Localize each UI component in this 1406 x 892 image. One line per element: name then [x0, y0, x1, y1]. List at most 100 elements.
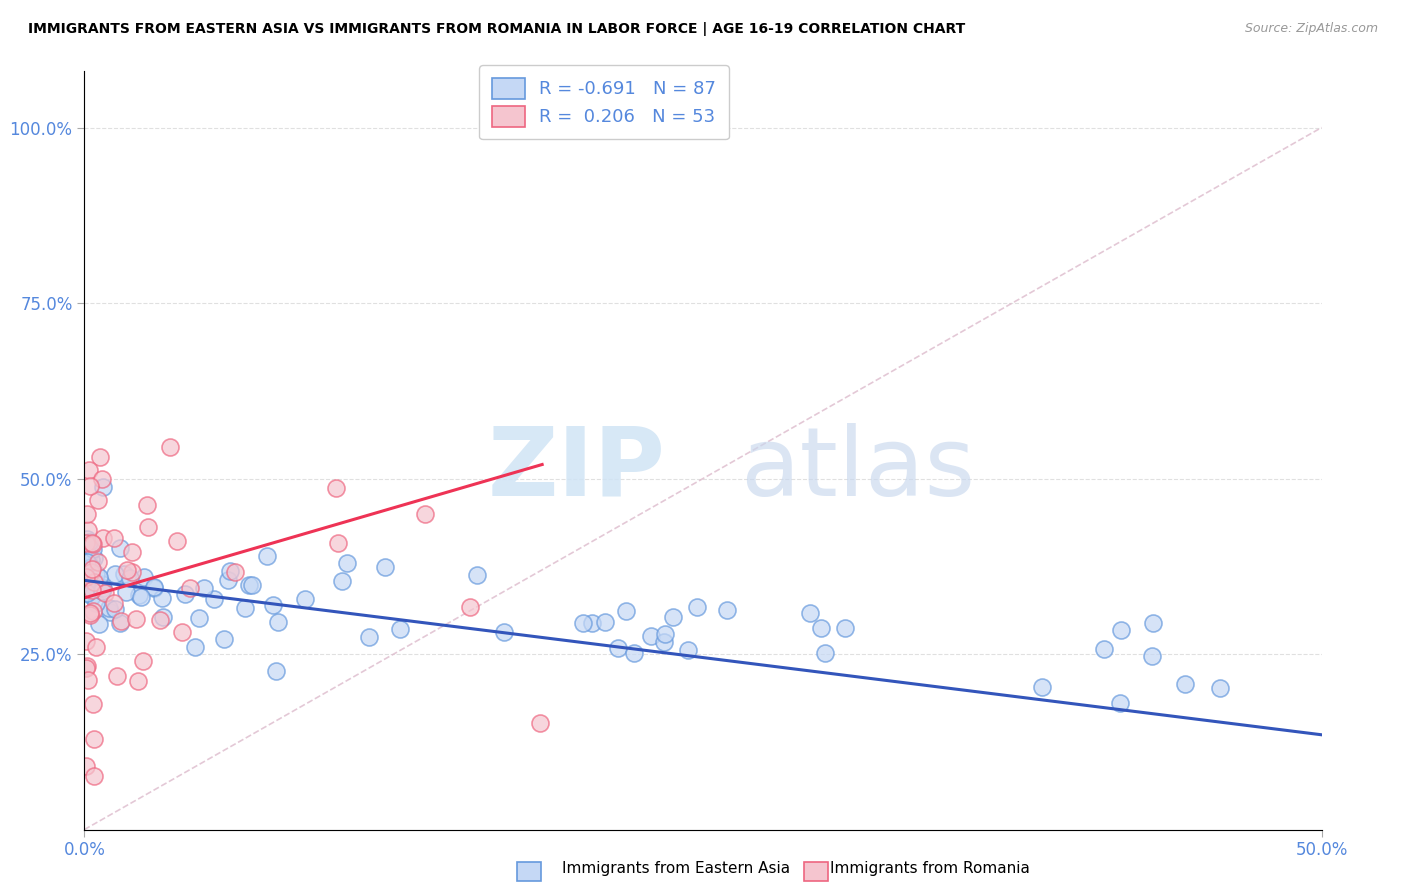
Point [100, 605, 122, 619]
Point [1140, 649, 1163, 664]
Point [685, 599, 707, 614]
Point [91, 480, 114, 494]
Point [83, 769, 105, 783]
Point [166, 534, 188, 549]
Point [112, 567, 135, 582]
Point [91, 583, 114, 598]
Point [572, 615, 595, 630]
Point [79, 607, 101, 622]
Point [623, 646, 645, 660]
Point [152, 610, 174, 624]
Text: Immigrants from Romania: Immigrants from Romania [830, 861, 1029, 876]
Point [104, 567, 127, 582]
Point [79, 607, 101, 621]
Point [77, 535, 100, 549]
Point [238, 577, 260, 591]
Point [593, 615, 616, 630]
Point [108, 616, 131, 631]
Point [616, 604, 638, 618]
Point [294, 592, 316, 607]
Point [77, 549, 100, 563]
Point [202, 591, 225, 606]
Point [117, 563, 139, 577]
Point [83, 574, 105, 589]
Point [460, 600, 482, 615]
Point [150, 591, 173, 605]
Point [640, 629, 662, 643]
Point [529, 716, 551, 731]
Point [75, 759, 97, 773]
Point [83, 731, 105, 746]
Point [814, 646, 837, 660]
Point [82, 535, 104, 549]
Point [136, 498, 159, 512]
Point [326, 535, 349, 549]
Point [217, 573, 239, 587]
Point [103, 596, 125, 610]
Point [76, 673, 98, 687]
Point [120, 571, 142, 585]
Point [233, 600, 256, 615]
Point [82, 537, 104, 551]
Point [1109, 624, 1132, 638]
Point [80, 559, 103, 574]
Point [84, 597, 107, 611]
Point [1142, 616, 1164, 631]
Point [142, 580, 165, 594]
Point [1031, 680, 1053, 694]
Point [91, 531, 114, 545]
Point [224, 566, 246, 580]
Point [77, 463, 100, 477]
Point [76, 555, 98, 569]
Point [159, 440, 181, 454]
Point [172, 625, 194, 640]
Point [136, 520, 159, 534]
Point [75, 536, 97, 550]
Point [80, 565, 103, 579]
Point [91, 577, 114, 591]
Point [82, 541, 104, 556]
Point [76, 585, 98, 599]
Point [607, 641, 630, 656]
Point [77, 524, 100, 538]
Text: atlas: atlas [740, 423, 976, 516]
Point [115, 585, 138, 599]
Point [188, 611, 211, 625]
Point [184, 640, 207, 654]
Point [179, 581, 201, 595]
Point [266, 665, 288, 679]
Point [336, 556, 359, 570]
Point [415, 508, 437, 522]
Point [834, 621, 856, 635]
Point [83, 550, 105, 565]
Point [149, 614, 172, 628]
Point [103, 531, 125, 545]
Point [76, 507, 98, 521]
Point [267, 615, 290, 629]
Text: Immigrants from Eastern Asia: Immigrants from Eastern Asia [562, 861, 790, 876]
Point [77, 544, 100, 558]
Point [263, 598, 285, 612]
Point [87, 493, 110, 508]
Point [110, 614, 132, 628]
Point [716, 603, 738, 617]
Point [110, 541, 132, 555]
Point [810, 621, 832, 635]
Point [121, 566, 143, 580]
Point [374, 560, 396, 574]
Point [132, 654, 155, 668]
Point [76, 584, 98, 599]
Point [104, 602, 127, 616]
Point [492, 625, 515, 640]
Point [80, 553, 103, 567]
Point [97, 601, 120, 615]
Point [75, 633, 97, 648]
Point [676, 643, 699, 657]
Point [240, 578, 263, 592]
Point [82, 604, 104, 618]
Point [799, 606, 821, 620]
Point [82, 697, 104, 711]
Point [256, 549, 278, 564]
Point [129, 591, 152, 605]
Text: IMMIGRANTS FROM EASTERN ASIA VS IMMIGRANTS FROM ROMANIA IN LABOR FORCE | AGE 16-: IMMIGRANTS FROM EASTERN ASIA VS IMMIGRAN… [28, 22, 966, 37]
